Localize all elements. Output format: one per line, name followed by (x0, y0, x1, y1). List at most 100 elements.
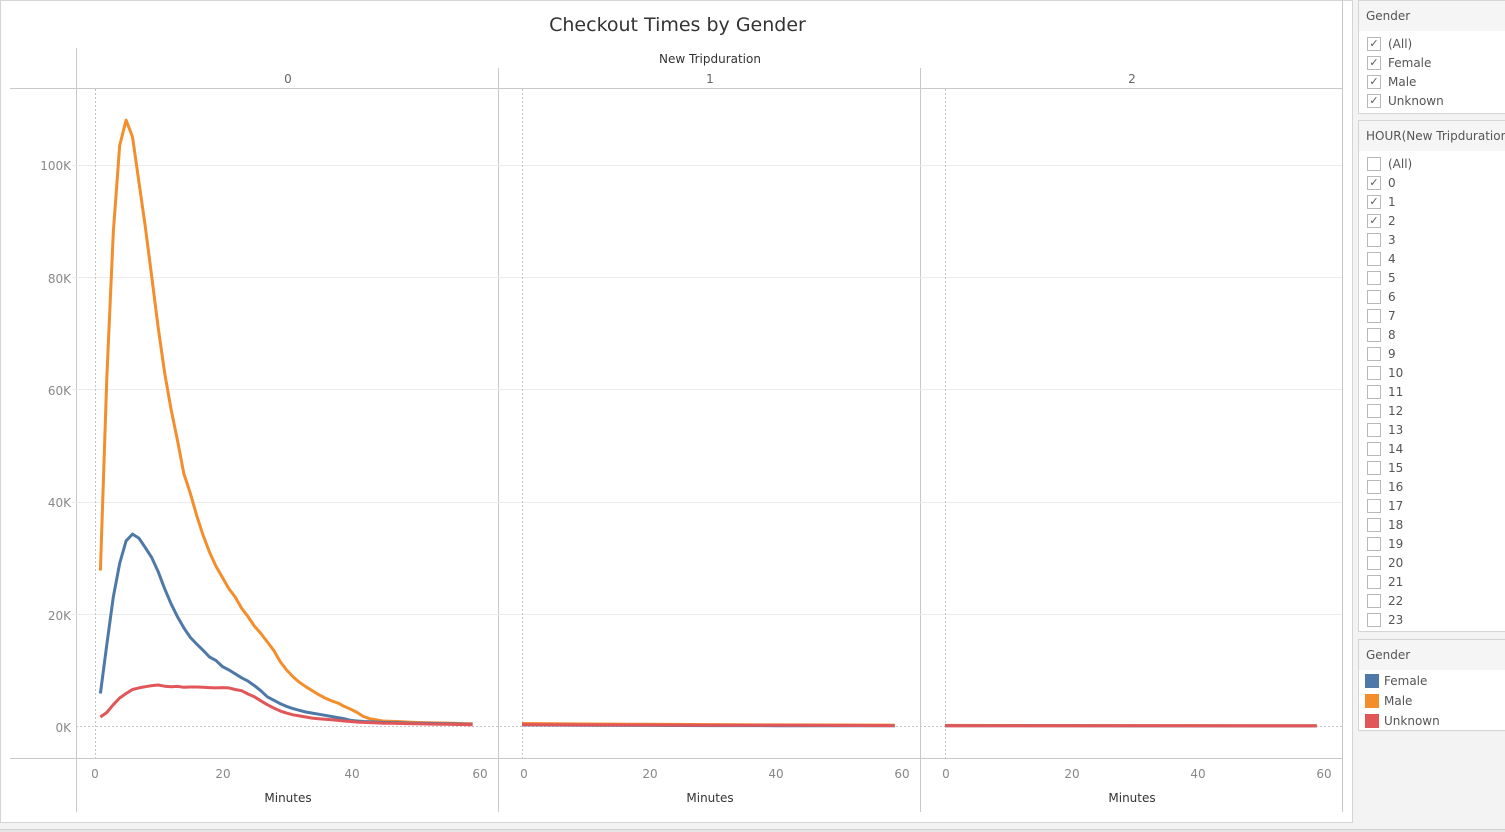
hour-filter-item[interactable]: 20 (1359, 553, 1505, 572)
x-tick: 40 (344, 767, 360, 781)
hour-filter-item[interactable]: 21 (1359, 572, 1505, 591)
hour-filter-item[interactable]: 13 (1359, 420, 1505, 439)
gender-filter-item[interactable]: ✓ Male (1359, 72, 1505, 91)
checkbox-unchecked[interactable] (1367, 422, 1381, 437)
checkbox-unchecked[interactable] (1367, 536, 1381, 551)
filter-item-label: 20 (1388, 555, 1404, 570)
hour-filter-item[interactable]: 12 (1359, 401, 1505, 420)
filter-item-label: Unknown (1388, 93, 1444, 108)
hour-filter-item[interactable]: 14 (1359, 439, 1505, 458)
hour-filter-item[interactable]: 18 (1359, 515, 1505, 534)
filter-item-label: 18 (1388, 517, 1404, 532)
checkbox-checked[interactable]: ✓ (1367, 194, 1381, 209)
checkbox-unchecked[interactable] (1367, 460, 1381, 475)
x-axis-title: Minutes (1108, 791, 1156, 805)
checkbox-unchecked[interactable] (1367, 612, 1381, 627)
x-tick: 60 (1316, 767, 1332, 781)
filter-item-label: 6 (1388, 289, 1396, 304)
hour-filter-item[interactable]: ✓ 1 (1359, 192, 1505, 211)
gender-filter-item[interactable]: ✓ Female (1359, 53, 1505, 72)
hour-filter-item[interactable]: 6 (1359, 287, 1505, 306)
filter-item-label: 15 (1388, 460, 1404, 475)
checkbox-unchecked[interactable] (1367, 289, 1381, 304)
x-tick: 20 (1064, 767, 1080, 781)
hour-filter-card: HOUR(New Tripduration) (All) ✓ 0 ✓ 1 ✓ 2 3 4 5 6 7 8… (1358, 120, 1505, 632)
hour-filter-item[interactable]: ✓ 2 (1359, 211, 1505, 230)
sheet-tab-strip[interactable] (0, 829, 1505, 832)
gender-filter-item[interactable]: ✓ (All) (1359, 34, 1505, 53)
checkbox-unchecked[interactable] (1367, 403, 1381, 418)
hour-filter-item[interactable]: 8 (1359, 325, 1505, 344)
hour-filter-item[interactable]: 9 (1359, 344, 1505, 363)
hour-filter-item[interactable]: ✓ 0 (1359, 173, 1505, 192)
checkbox-checked[interactable]: ✓ (1367, 36, 1381, 51)
hour-filter-item[interactable]: 19 (1359, 534, 1505, 553)
series-line-male[interactable] (98, 118, 473, 726)
hour-filter-item[interactable]: 17 (1359, 496, 1505, 515)
x-tick: 0 (91, 767, 99, 781)
hour-filter-item[interactable]: 4 (1359, 249, 1505, 268)
x-tick: 40 (768, 767, 784, 781)
checkbox-checked[interactable]: ✓ (1367, 55, 1381, 70)
checkbox-unchecked[interactable] (1367, 441, 1381, 456)
x-tick: 60 (472, 767, 488, 781)
checkbox-unchecked[interactable] (1367, 517, 1381, 532)
checkbox-checked[interactable]: ✓ (1367, 93, 1381, 108)
checkbox-unchecked[interactable] (1367, 593, 1381, 608)
hour-filter-item[interactable]: 10 (1359, 363, 1505, 382)
filter-item-label: 22 (1388, 593, 1404, 608)
checkbox-unchecked[interactable] (1367, 555, 1381, 570)
legend-item[interactable]: Unknown (1359, 711, 1505, 731)
filter-item-label: 1 (1388, 194, 1396, 209)
gender-filter-item[interactable]: ✓ Unknown (1359, 91, 1505, 110)
hour-filter-item[interactable]: 16 (1359, 477, 1505, 496)
checkbox-unchecked[interactable] (1367, 251, 1381, 266)
checkbox-unchecked[interactable] (1367, 232, 1381, 247)
hour-filter-item[interactable]: 11 (1359, 382, 1505, 401)
y-tick: 40K (47, 496, 71, 510)
checkbox-unchecked[interactable] (1367, 308, 1381, 323)
x-tick: 20 (215, 767, 231, 781)
hour-filter-title: HOUR(New Tripduration) (1359, 121, 1505, 151)
filter-item-label: (All) (1388, 156, 1413, 171)
gender-filter-card: Gender ✓ (All) ✓ Female ✓ Male ✓ Unknown (1358, 0, 1505, 114)
hour-filter-item[interactable]: 3 (1359, 230, 1505, 249)
x-tick: 0 (942, 767, 950, 781)
checkbox-unchecked[interactable] (1367, 346, 1381, 361)
checkbox-checked[interactable]: ✓ (1367, 74, 1381, 89)
checkbox-unchecked[interactable] (1367, 479, 1381, 494)
plot-area (10, 0, 1343, 812)
checkbox-checked[interactable]: ✓ (1367, 175, 1381, 190)
filter-item-label: 2 (1388, 213, 1396, 228)
filter-item-label: 23 (1388, 612, 1404, 627)
series-line-female[interactable] (98, 532, 473, 726)
series-line-unknown[interactable] (99, 683, 473, 727)
filter-item-label: 14 (1388, 441, 1404, 456)
hour-filter-item[interactable]: 5 (1359, 268, 1505, 287)
y-tick: 20K (47, 609, 71, 623)
checkbox-unchecked[interactable] (1367, 327, 1381, 342)
series-line-unknown[interactable] (521, 723, 895, 728)
hour-filter-item[interactable]: 23 (1359, 610, 1505, 629)
hour-filter-item[interactable]: (All) (1359, 154, 1505, 173)
legend-item[interactable]: Male (1359, 691, 1505, 711)
legend-label: Female (1384, 674, 1428, 688)
legend-item[interactable]: Female (1359, 671, 1505, 691)
y-tick: 0K (55, 721, 71, 735)
filter-item-label: 7 (1388, 308, 1396, 323)
hour-filter-item[interactable]: 22 (1359, 591, 1505, 610)
checkbox-unchecked[interactable] (1367, 498, 1381, 513)
checkbox-checked[interactable]: ✓ (1367, 213, 1381, 228)
hour-filter-item[interactable]: 7 (1359, 306, 1505, 325)
filter-item-label: Male (1388, 74, 1417, 89)
filter-item-label: 9 (1388, 346, 1396, 361)
filter-item-label: 21 (1388, 574, 1404, 589)
checkbox-unchecked[interactable] (1367, 270, 1381, 285)
legend-swatch (1365, 714, 1379, 728)
color-legend-card: Gender Female Male Unknown (1358, 639, 1505, 731)
checkbox-unchecked[interactable] (1367, 384, 1381, 399)
hour-filter-item[interactable]: 15 (1359, 458, 1505, 477)
checkbox-unchecked[interactable] (1367, 156, 1381, 171)
checkbox-unchecked[interactable] (1367, 365, 1381, 380)
checkbox-unchecked[interactable] (1367, 574, 1381, 589)
